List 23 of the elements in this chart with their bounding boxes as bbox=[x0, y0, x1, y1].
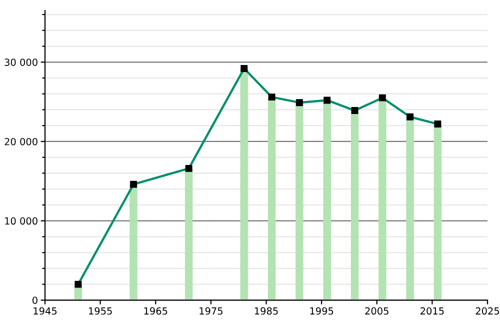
bar bbox=[184, 168, 193, 300]
bar bbox=[268, 97, 276, 300]
bar bbox=[323, 100, 331, 300]
bar bbox=[350, 110, 359, 300]
bar bbox=[130, 184, 138, 300]
x-tick-label: 1965 bbox=[144, 307, 168, 315]
x-tick-label: 2015 bbox=[420, 307, 444, 315]
x-tick-label: 2025 bbox=[476, 307, 500, 315]
x-tick-label: 1945 bbox=[34, 307, 57, 315]
bar bbox=[378, 98, 386, 300]
y-tick-label: 0 bbox=[32, 296, 38, 304]
y-tick-label: 30 000 bbox=[4, 58, 38, 66]
bar bbox=[434, 124, 442, 300]
x-tick-label: 1955 bbox=[89, 307, 112, 315]
x-tick-label: 1985 bbox=[254, 307, 278, 315]
x-tick-label: 1995 bbox=[310, 307, 334, 315]
bar bbox=[296, 102, 304, 300]
bar bbox=[240, 68, 248, 300]
y-tick-label: 20 000 bbox=[4, 138, 38, 146]
bar bbox=[406, 116, 414, 300]
x-tick-label: 1975 bbox=[200, 307, 222, 315]
y-tick-label: 10 000 bbox=[5, 217, 38, 225]
x-tick-label: 2005 bbox=[365, 307, 388, 315]
